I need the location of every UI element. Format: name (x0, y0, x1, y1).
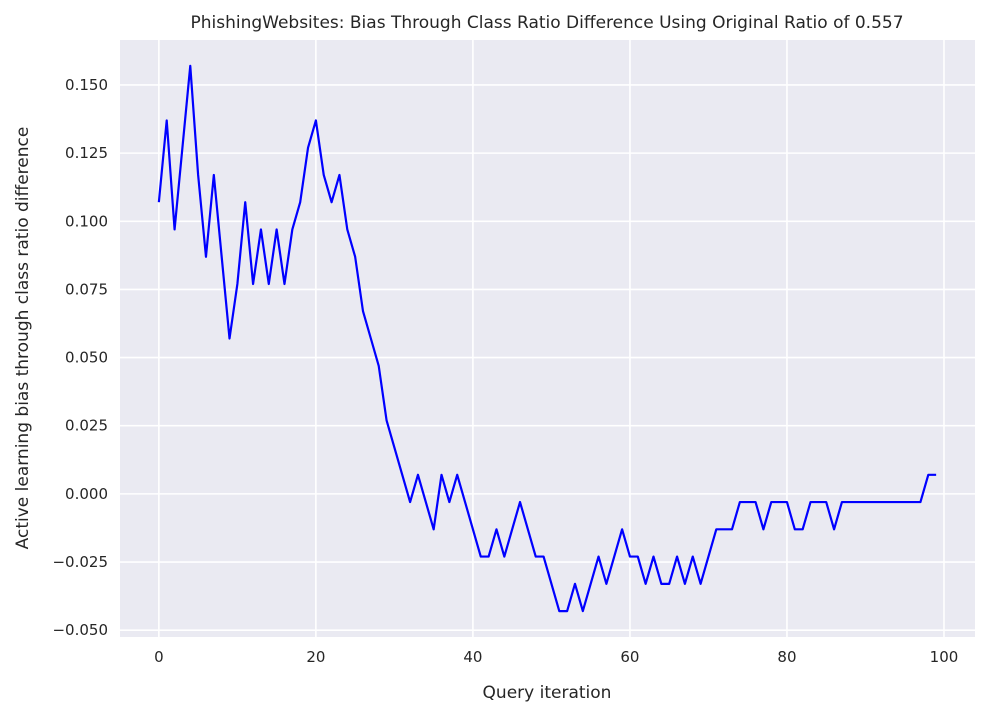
x-tick-label: 80 (777, 648, 796, 666)
x-tick-label: 0 (154, 648, 164, 666)
y-tick-label: 0.075 (65, 280, 108, 298)
x-tick-label: 40 (463, 648, 482, 666)
y-tick-label: 0.125 (65, 144, 108, 162)
y-tick-label: 0.000 (65, 485, 108, 503)
grid-lines (120, 40, 975, 637)
y-tick-label: 0.025 (65, 417, 108, 435)
chart-title: PhishingWebsites: Bias Through Class Rat… (190, 13, 903, 33)
y-tick-label: 0.100 (65, 212, 108, 230)
y-tick-label: 0.050 (65, 349, 108, 367)
y-axis-title: Active learning bias through class ratio… (13, 127, 33, 550)
x-tick-label: 100 (930, 648, 959, 666)
x-tick-labels: 0 20 40 60 80 100 (154, 648, 958, 666)
x-tick-label: 20 (306, 648, 325, 666)
y-tick-labels: −0.050 −0.025 0.000 0.025 0.050 0.075 0.100 0.1… (52, 76, 108, 639)
plot-area (120, 40, 975, 637)
x-axis-title: Query iteration (483, 683, 612, 703)
x-tick-label: 60 (620, 648, 639, 666)
series-layer (157, 64, 937, 613)
y-tick-label: −0.050 (52, 621, 108, 639)
series-line (157, 64, 937, 613)
y-tick-label: 0.150 (65, 76, 108, 94)
y-tick-label: −0.025 (52, 553, 108, 571)
